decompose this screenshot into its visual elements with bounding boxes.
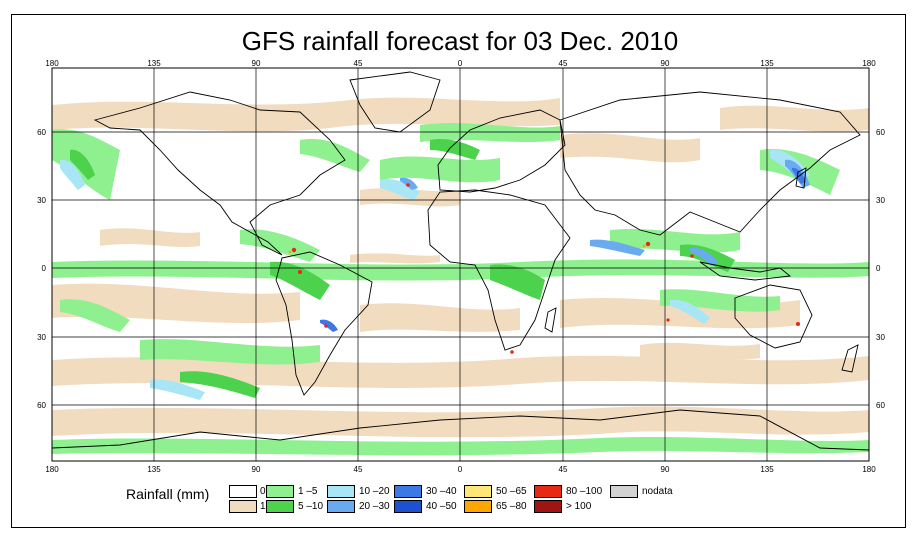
legend-swatch bbox=[464, 500, 492, 513]
legend-label: 1 bbox=[260, 501, 266, 512]
legend-swatch bbox=[327, 485, 355, 498]
lon-label-bottom: 90 bbox=[252, 465, 261, 474]
legend-label: 5 –10 bbox=[298, 501, 324, 512]
lon-label-bottom: 135 bbox=[147, 465, 161, 474]
legend-swatch bbox=[266, 485, 294, 498]
graticule bbox=[52, 68, 869, 461]
legend-label: 50 –65 bbox=[496, 486, 527, 497]
lat-label-right: 30 bbox=[876, 196, 885, 205]
legend-title: Rainfall (mm) bbox=[126, 486, 210, 502]
legend-label: 20 –30 bbox=[359, 501, 390, 512]
legend-swatch bbox=[610, 485, 638, 498]
legend-swatch bbox=[394, 500, 422, 513]
legend-label: 1 –5 bbox=[298, 486, 318, 497]
legend-swatch bbox=[464, 485, 492, 498]
figure-frame bbox=[11, 14, 906, 528]
legend-swatch bbox=[229, 500, 257, 513]
lon-label-bottom: 45 bbox=[354, 465, 363, 474]
lon-label-bottom: 135 bbox=[760, 465, 774, 474]
map-title: GFS rainfall forecast for 03 Dec. 2010 bbox=[241, 26, 679, 56]
lon-label-bottom: 0 bbox=[458, 465, 463, 474]
lat-label-left: 0 bbox=[42, 264, 47, 273]
coastlines bbox=[52, 71, 869, 451]
lon-label-top: 0 bbox=[458, 59, 463, 68]
legend-swatch bbox=[229, 485, 257, 498]
legend-label: 0 bbox=[260, 486, 266, 497]
legend-label: nodata bbox=[642, 486, 673, 497]
legend-swatch bbox=[394, 485, 422, 498]
lon-label-top: 90 bbox=[252, 59, 261, 68]
lat-label-left: 60 bbox=[37, 128, 46, 137]
lon-label-top: 90 bbox=[661, 59, 670, 68]
lat-label-left: 30 bbox=[37, 196, 46, 205]
lon-label-top: 180 bbox=[45, 59, 59, 68]
lat-label-left: 30 bbox=[37, 333, 46, 342]
legend-label: 80 –100 bbox=[566, 486, 603, 497]
lat-label-right: 30 bbox=[876, 333, 885, 342]
lat-label-left: 60 bbox=[37, 401, 46, 410]
lon-label-top: 45 bbox=[559, 59, 568, 68]
legend-swatch bbox=[266, 500, 294, 513]
lon-label-bottom: 90 bbox=[661, 465, 670, 474]
lat-label-right: 0 bbox=[876, 264, 881, 273]
legend-label: 40 –50 bbox=[426, 501, 457, 512]
lon-label-top: 45 bbox=[354, 59, 363, 68]
lon-label-bottom: 45 bbox=[559, 465, 568, 474]
legend-label: 65 –80 bbox=[496, 501, 527, 512]
lon-label-bottom: 180 bbox=[862, 465, 876, 474]
lon-label-top: 135 bbox=[147, 59, 161, 68]
legend-swatch bbox=[534, 500, 562, 513]
legend-label: 10 –20 bbox=[359, 486, 390, 497]
legend-swatch bbox=[534, 485, 562, 498]
lat-label-right: 60 bbox=[876, 401, 885, 410]
lon-label-top: 135 bbox=[760, 59, 774, 68]
lon-label-bottom: 180 bbox=[45, 465, 59, 474]
map-border bbox=[51, 67, 870, 462]
legend-label: > 100 bbox=[566, 501, 592, 512]
lat-label-right: 60 bbox=[876, 128, 885, 137]
legend-label: 30 –40 bbox=[426, 486, 457, 497]
legend-swatch bbox=[327, 500, 355, 513]
lon-label-top: 180 bbox=[862, 59, 876, 68]
